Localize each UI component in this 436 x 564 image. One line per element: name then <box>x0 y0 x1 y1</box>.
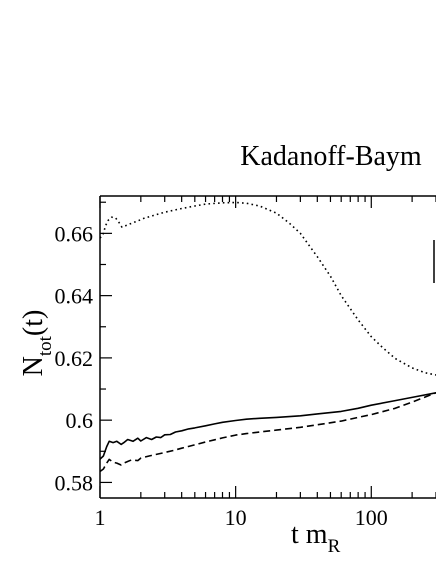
chart-title: Kadanoff-Baym <box>240 141 422 172</box>
x-tick-label: 100 <box>355 505 388 530</box>
series-line-dotted <box>99 201 436 376</box>
series-layer <box>99 201 436 473</box>
series-line-solid <box>99 392 436 460</box>
y-tick-label: 0.62 <box>55 346 94 371</box>
y-tick-label: 0.64 <box>55 284 94 309</box>
y-tick-label: 0.58 <box>55 470 94 495</box>
y-axis-label: Ntot(t) <box>18 310 56 377</box>
y-axis-ticks: 0.58 0.6 0.62 0.64 0.66 <box>55 201 112 495</box>
x-axis-ticks: 1 10 100 <box>95 196 436 530</box>
series-line-dashed <box>99 392 436 473</box>
x-tick-label: 1 <box>95 505 106 530</box>
axes-frame <box>99 195 436 499</box>
x-tick-label: 10 <box>225 505 247 530</box>
y-tick-label: 0.6 <box>66 408 94 433</box>
x-axis-label: t mR <box>291 519 341 557</box>
y-tick-label: 0.66 <box>55 221 94 246</box>
